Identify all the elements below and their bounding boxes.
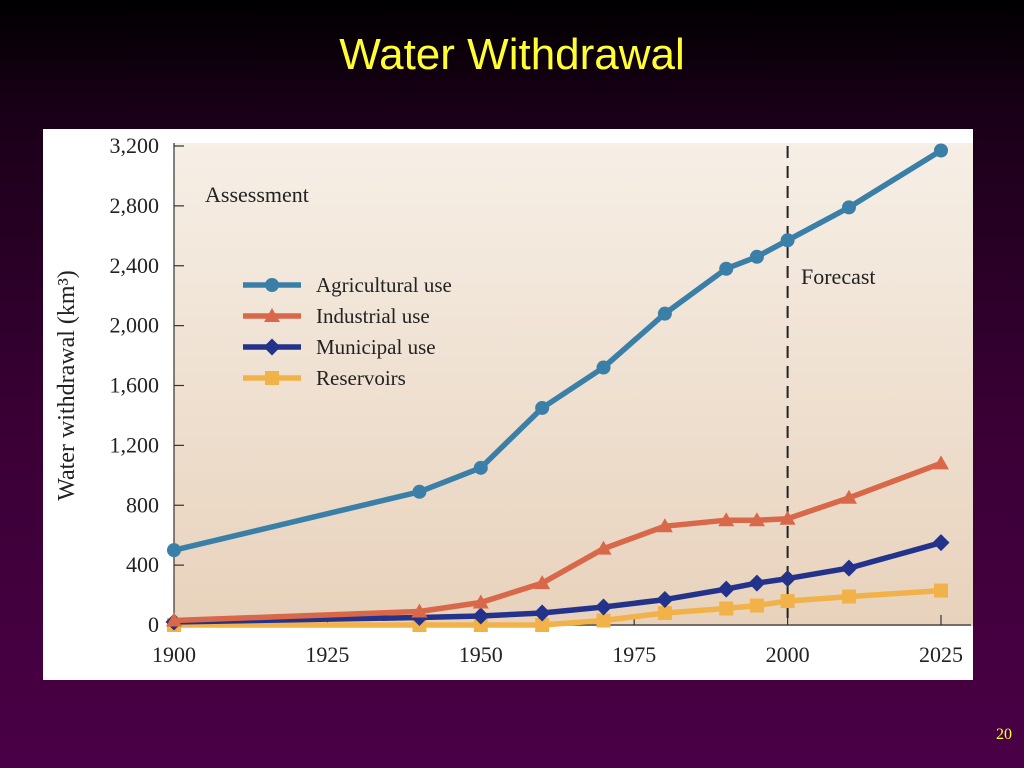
- legend-marker-agricultural-use: [265, 278, 279, 292]
- y-tick-label: 2,400: [110, 253, 160, 278]
- data-point-agricultural-use: [657, 306, 672, 321]
- legend-label-industrial-use: Industrial use: [316, 304, 430, 328]
- data-point-agricultural-use: [841, 200, 856, 215]
- data-point-industrial-use: [166, 612, 182, 627]
- legend-marker-industrial-use: [264, 308, 280, 322]
- data-point-municipal-use: [779, 570, 797, 588]
- data-point-municipal-use: [595, 598, 613, 616]
- data-point-reservoirs: [535, 618, 550, 632]
- y-tick-label: 800: [126, 492, 159, 517]
- data-point-reservoirs: [719, 601, 734, 616]
- legend-label-agricultural-use: Agricultural use: [316, 273, 452, 297]
- chart-panel: 0 400 800 1,200 1,600 2,000 2,400 2,800 3,200 190…: [43, 129, 973, 680]
- data-point-reservoirs: [473, 618, 488, 632]
- x-tick-label: 1925: [305, 642, 349, 667]
- y-tick-label: 2,000: [110, 313, 160, 338]
- y-tick-label: 400: [126, 552, 159, 577]
- data-point-agricultural-use: [412, 484, 427, 499]
- data-point-industrial-use: [779, 510, 796, 525]
- data-point-industrial-use: [656, 518, 673, 533]
- y-tick-label: 0: [148, 612, 159, 637]
- data-point-industrial-use: [411, 603, 428, 618]
- data-point-reservoirs: [934, 583, 948, 598]
- data-point-municipal-use: [656, 591, 674, 609]
- x-tick-label: 1900: [152, 642, 196, 667]
- data-point-municipal-use: [533, 604, 551, 622]
- data-point-industrial-use: [534, 575, 551, 590]
- y-tick-label: 1,200: [110, 432, 160, 457]
- legend-label-municipal-use: Municipal use: [316, 335, 436, 359]
- data-point-reservoirs: [596, 613, 611, 628]
- assessment-label: Assessment: [205, 182, 309, 207]
- legend-marker-municipal-use: [263, 338, 281, 356]
- data-point-agricultural-use: [719, 261, 734, 276]
- y-tick-label: 1,600: [110, 373, 160, 398]
- y-axis-label: Water withdrawal (km³): [54, 270, 80, 501]
- data-point-reservoirs: [780, 594, 795, 609]
- data-point-agricultural-use: [167, 543, 181, 558]
- data-point-industrial-use: [472, 594, 489, 609]
- data-point-agricultural-use: [596, 360, 611, 375]
- slide-title: Water Withdrawal: [339, 30, 685, 79]
- y-tick-label: 3,200: [110, 133, 160, 158]
- data-point-industrial-use: [718, 512, 735, 527]
- data-point-reservoirs: [841, 589, 856, 604]
- y-tick-label: 2,800: [110, 193, 160, 218]
- data-point-industrial-use: [840, 489, 857, 504]
- legend-marker-reservoirs: [265, 371, 279, 385]
- data-point-agricultural-use: [780, 233, 795, 248]
- forecast-label: Forecast: [801, 264, 876, 289]
- x-tick-label: 2025: [919, 642, 963, 667]
- data-point-industrial-use: [748, 512, 765, 527]
- data-point-agricultural-use: [749, 249, 764, 264]
- water-withdrawal-chart: 0 400 800 1,200 1,600 2,000 2,400 2,800 3,200 190…: [54, 133, 973, 667]
- page-number: 20: [996, 726, 1012, 743]
- data-point-municipal-use: [748, 574, 766, 592]
- data-point-municipal-use: [840, 559, 858, 577]
- data-point-agricultural-use: [535, 400, 550, 415]
- x-tick-label: 1975: [612, 642, 656, 667]
- x-tick-label: 1950: [459, 642, 503, 667]
- data-point-municipal-use: [472, 607, 490, 625]
- data-point-agricultural-use: [473, 460, 488, 475]
- data-point-industrial-use: [595, 540, 612, 555]
- data-point-reservoirs: [657, 606, 672, 621]
- data-point-municipal-use: [932, 534, 950, 552]
- data-point-reservoirs: [749, 598, 764, 613]
- legend-label-reservoirs: Reservoirs: [316, 366, 406, 390]
- data-point-industrial-use: [933, 455, 949, 470]
- data-point-agricultural-use: [934, 143, 948, 158]
- data-point-municipal-use: [717, 580, 735, 598]
- x-tick-label: 2000: [766, 642, 810, 667]
